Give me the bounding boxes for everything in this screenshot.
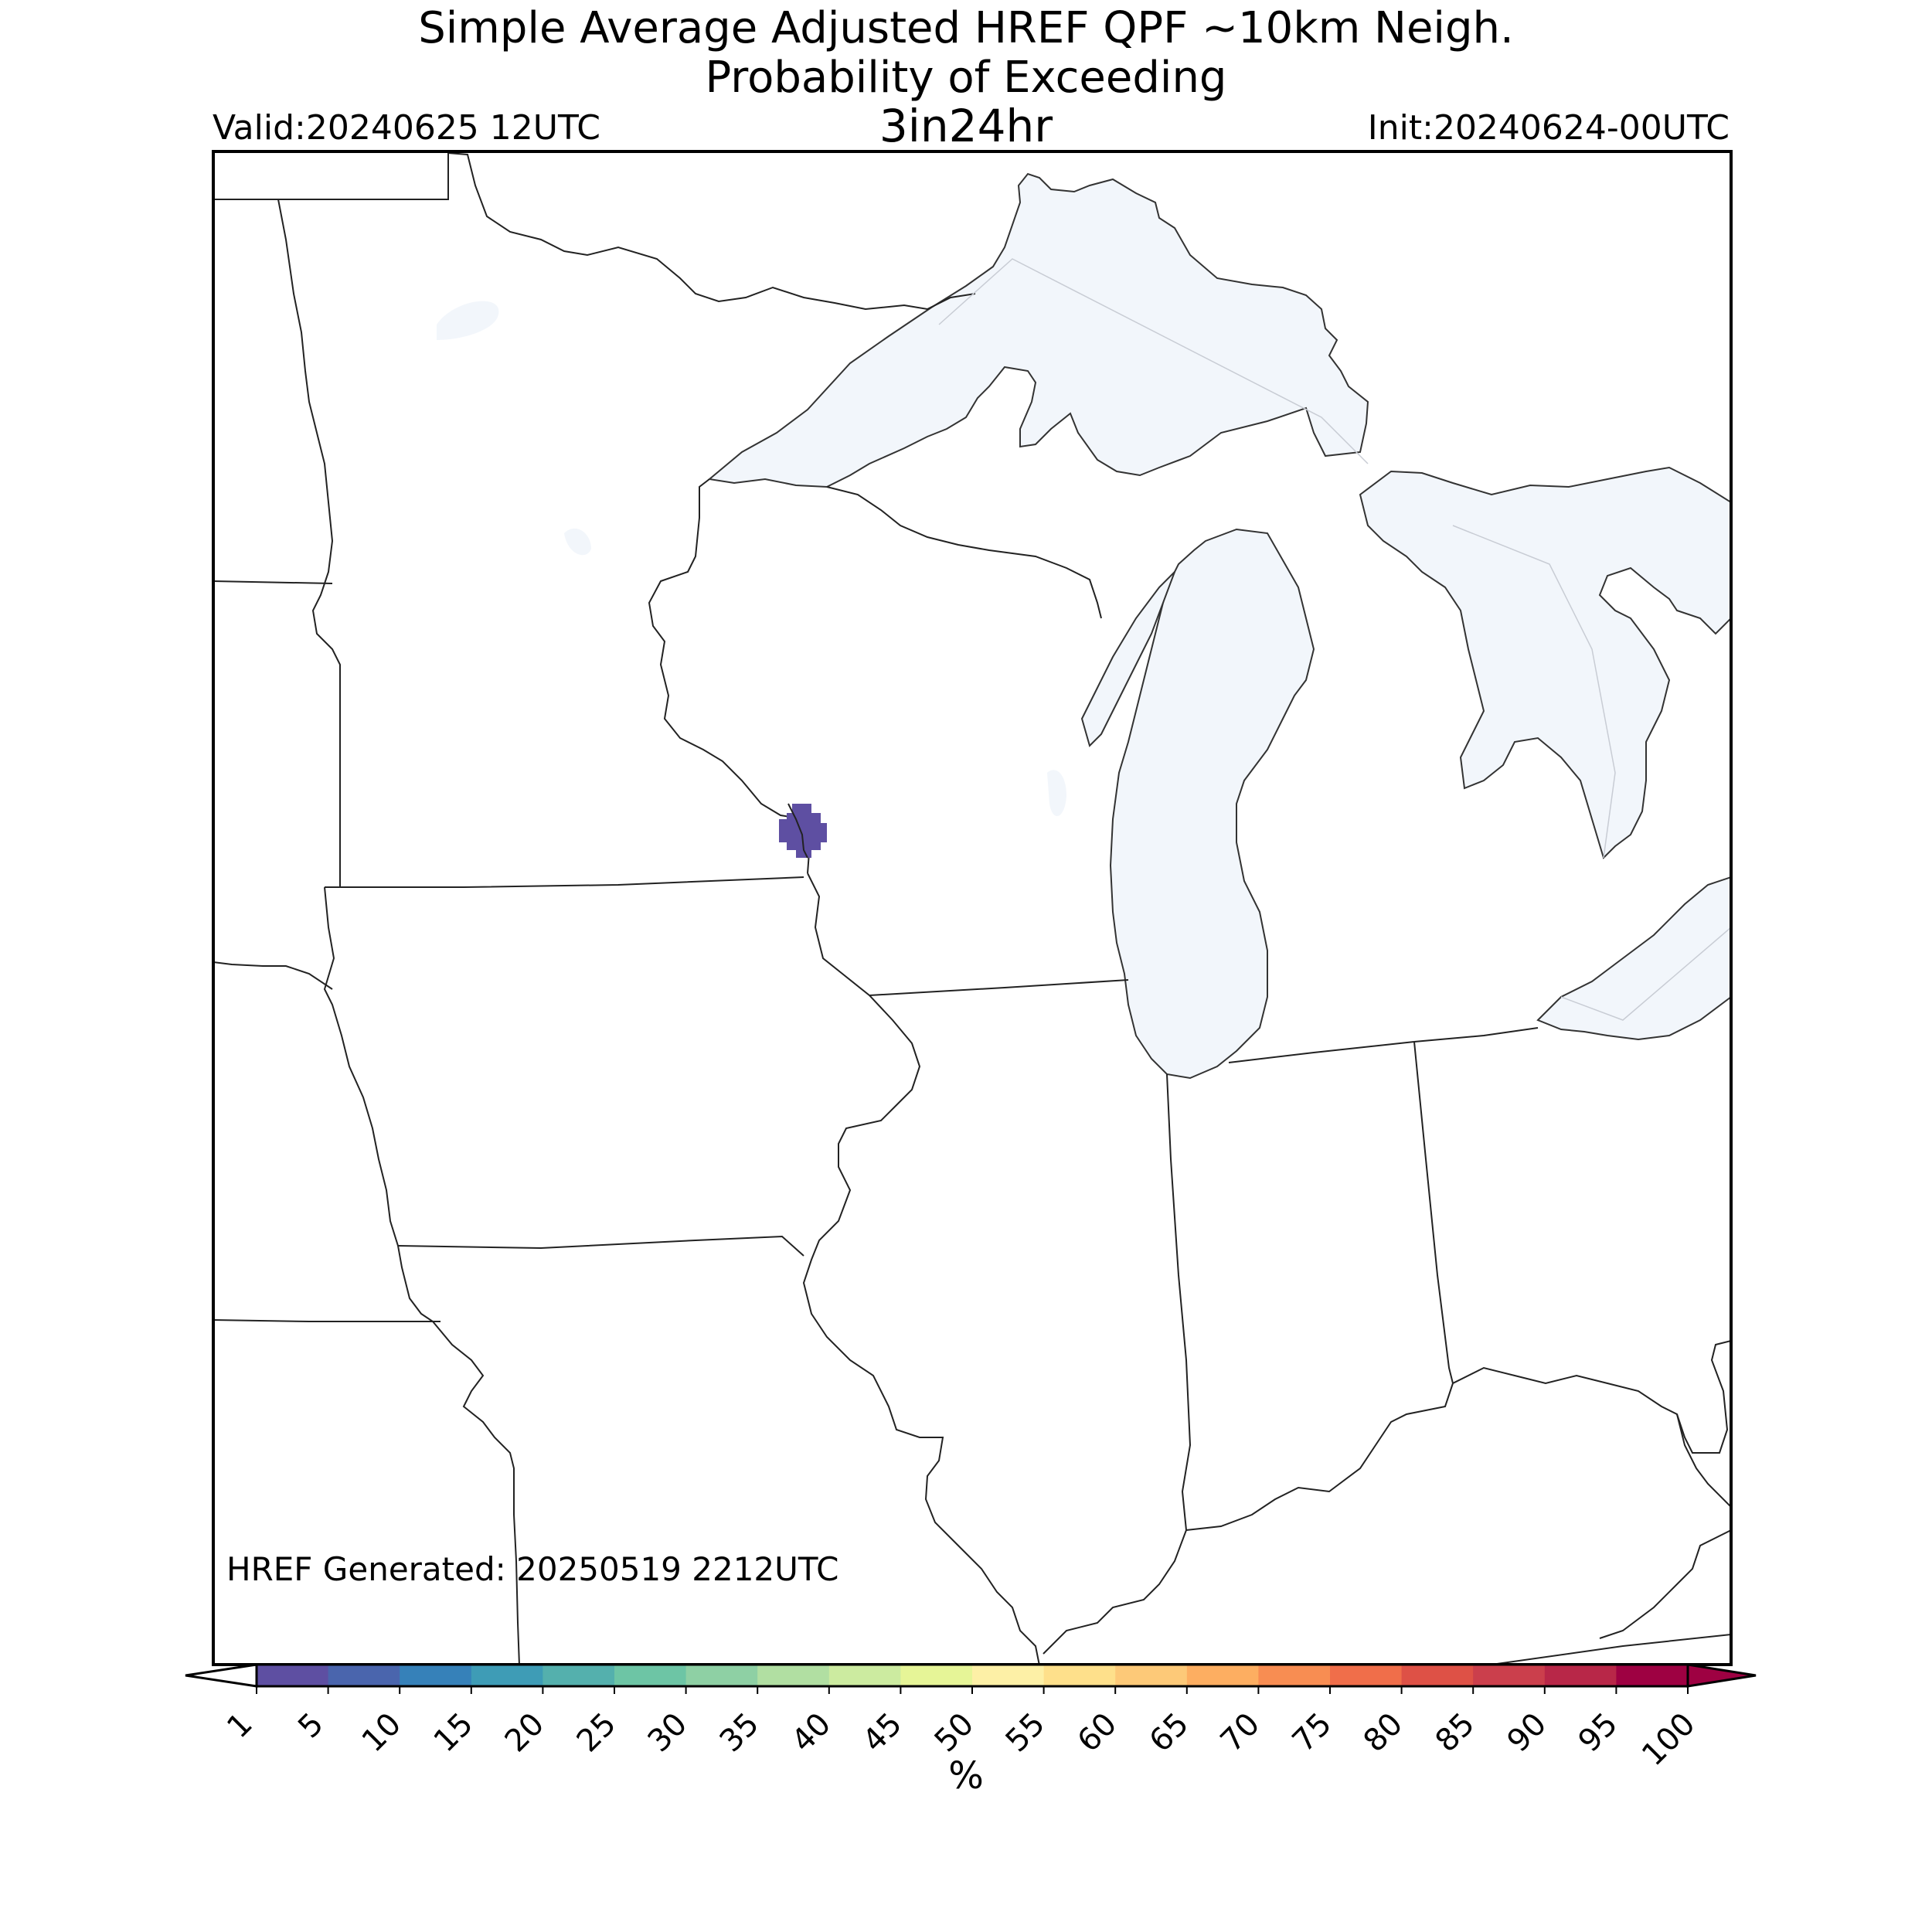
lake-superior	[707, 172, 1369, 488]
lake-erie	[1536, 876, 1731, 1041]
colorbar-segment	[1473, 1665, 1546, 1686]
map-title-line-2: Probability of Exceeding	[705, 53, 1227, 103]
border-canada	[213, 151, 976, 311]
colorbar-segment	[1186, 1665, 1259, 1686]
border-ne-ks	[213, 1319, 440, 1322]
colorbar-over-arrow	[1686, 1663, 1757, 1688]
border-il-in	[1043, 1073, 1192, 1655]
border-wi-mi	[826, 486, 1102, 619]
map-title-threshold: 3in24hr	[879, 100, 1053, 152]
colorbar-under-arrow	[185, 1663, 258, 1688]
lake-michigan	[1109, 528, 1315, 1080]
lake-huron	[1359, 466, 1731, 859]
colorbar-segment	[685, 1665, 758, 1686]
border-ia-mo	[397, 1235, 804, 1257]
map-title-line-1: Simple Average Adjusted HREF QPF ~10km N…	[418, 3, 1514, 53]
blob-river-line	[787, 803, 808, 859]
border-mi-in	[1228, 1041, 1415, 1063]
border-nd-sd	[213, 580, 333, 584]
colorbar-segment	[1043, 1665, 1116, 1686]
border-ky-south	[1491, 1634, 1731, 1665]
border-mn-ia	[325, 876, 804, 888]
border-mississippi	[802, 872, 1040, 1665]
colorbar-segment	[328, 1665, 400, 1686]
border-wi-north	[648, 478, 811, 874]
border-ohio-river	[1185, 1340, 1731, 1531]
border-mn-nd	[277, 199, 341, 887]
colorbar-segment	[1544, 1665, 1617, 1686]
border-ky-va	[1676, 1413, 1731, 1508]
colorbar-segment	[1115, 1665, 1188, 1686]
colorbar-segment	[1330, 1665, 1403, 1686]
colorbar-segment	[400, 1665, 472, 1686]
colorbar-segment	[471, 1665, 543, 1686]
border-ia-ne	[323, 886, 520, 1665]
border-wv-va	[1599, 1529, 1731, 1639]
colorbar-segment	[757, 1665, 830, 1686]
colorbar-segment	[614, 1665, 687, 1686]
colorbar-segment	[1616, 1665, 1689, 1686]
colorbar-unit-label: %	[948, 1754, 984, 1798]
colorbar-segment	[1258, 1665, 1331, 1686]
colorbar-segment	[543, 1665, 615, 1686]
border-mi-oh	[1413, 1027, 1539, 1043]
colorbar-segment	[900, 1665, 973, 1686]
probability-blob	[779, 804, 827, 858]
border-in-oh	[1413, 1041, 1454, 1384]
green-bay	[1080, 571, 1175, 747]
border-sd-ne	[213, 961, 333, 990]
generated-timestamp: HREF Generated: 20250519 2212UTC	[226, 1550, 839, 1588]
colorbar-segment	[828, 1665, 901, 1686]
colorbar-segment	[257, 1665, 329, 1686]
colorbar	[185, 1663, 1757, 1694]
colorbar-segment	[1401, 1665, 1474, 1686]
border-wi-il	[869, 979, 1129, 996]
valid-time-label: Valid:20240625 12UTC	[213, 108, 601, 148]
init-time-label: Init:20240624-00UTC	[1367, 108, 1730, 148]
colorbar-segment	[972, 1665, 1045, 1686]
